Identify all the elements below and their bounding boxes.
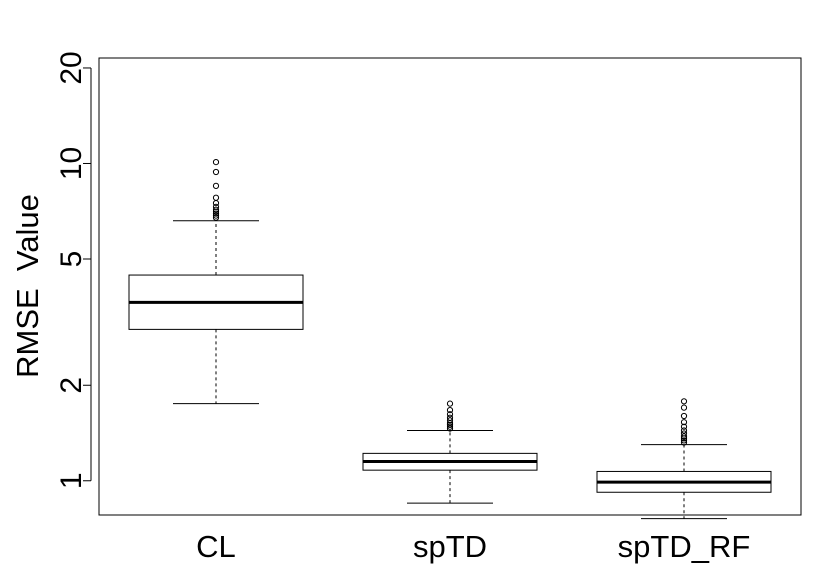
outlier-point [212, 203, 220, 210]
x-tick-label: CL [196, 529, 236, 564]
box-CL [128, 159, 304, 405]
outlier-point [212, 168, 220, 176]
outlier-point [680, 404, 688, 411]
x-tick-label: spTD [413, 529, 487, 564]
outlier-point [446, 423, 454, 430]
outlier-point [446, 406, 454, 414]
box-spTD [362, 400, 538, 504]
outlier-point [680, 423, 688, 430]
y-axis: 1 2 5 10 20 [55, 51, 92, 489]
outlier-point [212, 210, 220, 217]
y-tick-label: 20 [55, 51, 88, 84]
outlier-point [446, 414, 454, 421]
outlier-point [680, 439, 688, 446]
plot-frame [98, 57, 802, 516]
outlier-point [212, 206, 220, 213]
x-tick-label: spTD_RF [618, 529, 751, 564]
x-axis: CL spTD spTD_RF [196, 529, 750, 564]
y-tick-label: 2 [55, 377, 88, 394]
outlier-point [680, 419, 688, 426]
outlier-point [446, 417, 454, 424]
outlier-point [212, 200, 220, 207]
outlier-point [446, 400, 454, 407]
outlier-point [212, 159, 220, 166]
y-tick-label: 1 [55, 472, 88, 489]
outlier-point [680, 427, 688, 434]
outlier-point [212, 214, 220, 221]
outlier-point [680, 398, 688, 405]
box-spTD_RF [596, 398, 772, 520]
y-tick-label: 5 [55, 251, 88, 268]
boxes-layer [128, 159, 772, 520]
outlier-point [680, 433, 688, 440]
outlier-point [212, 212, 220, 219]
outlier-point [212, 182, 220, 189]
outlier-point [446, 421, 454, 428]
outlier-point [680, 412, 688, 420]
y-tick-label: 10 [55, 147, 88, 180]
outlier-point [680, 430, 688, 437]
outlier-point [212, 194, 220, 201]
outlier-point [680, 437, 688, 444]
y-axis-label: RMSE Value [10, 194, 45, 378]
outlier-point [446, 411, 454, 418]
